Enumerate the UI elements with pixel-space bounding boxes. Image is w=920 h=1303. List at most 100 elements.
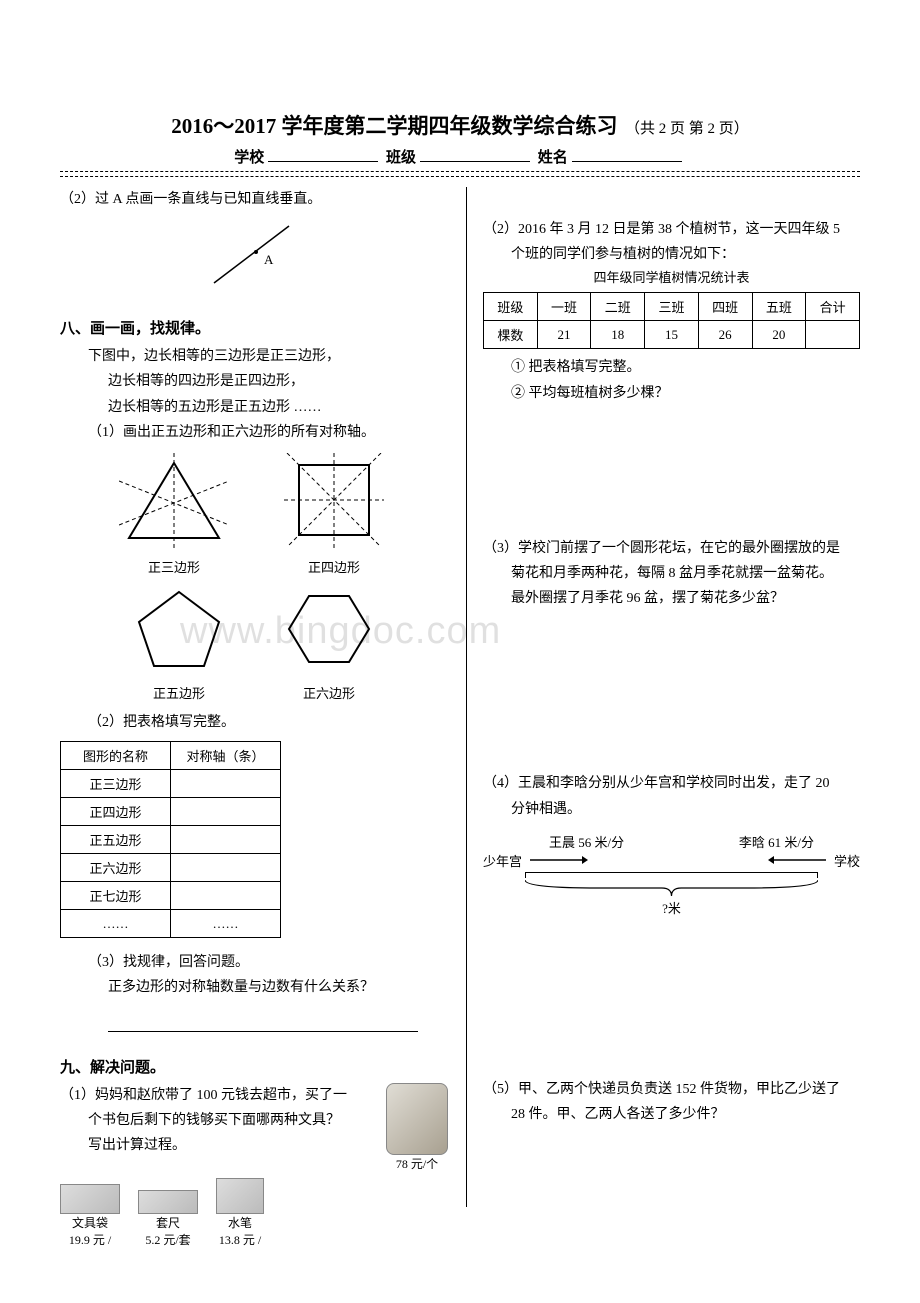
q2-l2: 个班的同学们参与植树的情况如下： <box>483 242 860 267</box>
table-row: 正五边形 <box>61 826 281 854</box>
tbl-h1: 图形的名称 <box>61 742 171 770</box>
table-row: 图形的名称 对称轴（条） <box>61 742 281 770</box>
q5-l1: （5）甲、乙两个快递员负责送 152 件货物，甲比乙少送了 <box>483 1077 860 1102</box>
prod3-name: 水笔 <box>216 1214 264 1231</box>
pt-r1: 21 <box>537 321 591 349</box>
hex-label: 正六边形 <box>279 683 379 702</box>
school-label: 学校 <box>234 150 264 166</box>
q5-l2: 28 件。甲、乙两人各送了多少件？ <box>483 1102 860 1127</box>
product-2: 套尺 5.2 元/套 <box>138 1190 198 1248</box>
pt-r3: 15 <box>645 321 699 349</box>
backpack-price: 78 元/个 <box>386 1155 448 1172</box>
prod1-price: 19.9 元 / <box>60 1231 120 1248</box>
q9-1-l2: 个书包后剩下的钱够买下面哪两种文具？ <box>60 1108 380 1133</box>
column-divider <box>466 187 467 1207</box>
q8-3: （3）找规律，回答问题。 <box>60 950 448 975</box>
pt-r0: 棵数 <box>484 321 538 349</box>
pentagon-svg <box>129 584 229 674</box>
q8-3-sub: 正多边形的对称轴数量与边数有什么关系？ <box>60 975 448 1000</box>
table-row: 班级 一班 二班 三班 四班 五班 合计 <box>484 293 860 321</box>
class-label: 班级 <box>386 150 416 166</box>
prod2-price: 5.2 元/套 <box>138 1231 198 1248</box>
columns: （2）过 A 点画一条直线与已知直线垂直。 A 八、画一画，找规律。 下图中，边… <box>60 187 860 1248</box>
product-3: 水笔 13.8 元 / <box>216 1178 264 1248</box>
ruler-set-icon <box>138 1190 198 1214</box>
line-figure: A <box>60 218 448 303</box>
pt-r6[interactable] <box>806 321 860 349</box>
q8-1: （1）画出正五边形和正六边形的所有对称轴。 <box>60 420 448 445</box>
q3-l2: 菊花和月季两种花，每隔 8 盆月季花就摆一盆菊花。 <box>483 561 860 586</box>
shape-hexagon: 正六边形 <box>279 584 379 702</box>
pt-h0: 班级 <box>484 293 538 321</box>
sub-title: （共 2 页 第 2 页） <box>625 121 749 137</box>
col-right: （2）2016 年 3 月 12 日是第 38 个植树节，这一天四年级 5 个班… <box>473 187 860 1248</box>
dash-line-2 <box>60 176 860 177</box>
main-title: 2016～2017 学年度第二学期四年级数学综合练习 <box>171 114 617 138</box>
q2-sub2: ② 平均每班植树多少棵？ <box>483 381 860 406</box>
tbl-r2: 正四边形 <box>61 798 171 826</box>
q7-2: （2）过 A 点画一条直线与已知直线垂直。 <box>60 187 448 212</box>
q2-l1: （2）2016 年 3 月 12 日是第 38 个植树节，这一天四年级 5 <box>483 217 860 242</box>
q3-l1: （3）学校门前摆了一个圆形花坛，在它的最外圈摆放的是 <box>483 536 860 561</box>
pt-r5: 20 <box>752 321 806 349</box>
symmetry-table: 图形的名称 对称轴（条） 正三边形 正四边形 正五边形 正六边形 正七边形 ……… <box>60 741 281 938</box>
tbl-r3: 正五边形 <box>61 826 171 854</box>
name-blank[interactable] <box>572 146 682 162</box>
info-row: 学校 班级 姓名 <box>60 146 860 167</box>
title-row: 2016～2017 学年度第二学期四年级数学综合练习 （共 2 页 第 2 页） <box>60 110 860 140</box>
q2-sub1: ① 把表格填写完整。 <box>483 355 860 380</box>
product-1: 文具袋 19.9 元 / <box>60 1184 120 1248</box>
shape-square: 正四边形 <box>279 453 389 576</box>
perpendicular-svg: A <box>194 218 314 298</box>
pt-h3: 三班 <box>645 293 699 321</box>
q4-l2: 分钟相遇。 <box>483 797 860 822</box>
tbl-blank[interactable] <box>171 826 281 854</box>
arrow-right-icon <box>528 853 588 867</box>
answer-line[interactable] <box>108 1031 418 1032</box>
pt-h4: 四班 <box>698 293 752 321</box>
wang-speed: 王晨 56 米/分 <box>549 832 624 851</box>
triangle-svg <box>119 453 229 548</box>
q8-2: （2）把表格填写完整。 <box>60 710 448 735</box>
tbl-blank[interactable] <box>171 770 281 798</box>
pen-icon <box>216 1178 264 1214</box>
school-blank[interactable] <box>268 146 378 162</box>
tbl-blank[interactable] <box>171 798 281 826</box>
school-label: 学校 <box>834 851 860 870</box>
pencil-case-icon <box>60 1184 120 1214</box>
plant-title: 四年级同学植树情况统计表 <box>483 267 860 286</box>
prod3-price: 13.8 元 / <box>216 1231 264 1248</box>
tbl-blank[interactable] <box>171 854 281 882</box>
q3-l3: 最外圈摆了月季花 96 盆，摆了菊花多少盆？ <box>483 586 860 611</box>
backpack-icon <box>386 1083 448 1155</box>
pt-h6: 合计 <box>806 293 860 321</box>
dash-line-1 <box>60 171 860 172</box>
tbl-r4: 正六边形 <box>61 854 171 882</box>
table-row: 正四边形 <box>61 798 281 826</box>
tri-label: 正三边形 <box>119 557 229 576</box>
pt-r4: 26 <box>698 321 752 349</box>
shape-row-1: 正三边形 正四边形 <box>60 453 448 576</box>
tbl-blank[interactable] <box>171 882 281 910</box>
youth-palace: 少年宫 <box>483 851 522 870</box>
pt-h1: 一班 <box>537 293 591 321</box>
sec9-title: 九、解决问题。 <box>60 1056 448 1077</box>
shape-pentagon: 正五边形 <box>129 584 229 702</box>
product-row: 文具袋 19.9 元 / 套尺 5.2 元/套 水笔 13.8 元 / <box>60 1178 448 1248</box>
prod2-name: 套尺 <box>138 1214 198 1231</box>
hexagon-svg <box>279 584 379 674</box>
tbl-r1: 正三边形 <box>61 770 171 798</box>
table-row: 正七边形 <box>61 882 281 910</box>
pt-h2: 二班 <box>591 293 645 321</box>
tbl-h2: 对称轴（条） <box>171 742 281 770</box>
li-speed: 李晗 61 米/分 <box>739 832 814 851</box>
brace-icon <box>525 878 818 898</box>
col-left: （2）过 A 点画一条直线与已知直线垂直。 A 八、画一画，找规律。 下图中，边… <box>60 187 460 1248</box>
q4-question: ?米 <box>483 898 860 917</box>
prod1-name: 文具袋 <box>60 1214 120 1231</box>
class-blank[interactable] <box>420 146 530 162</box>
table-row: 棵数 21 18 15 26 20 <box>484 321 860 349</box>
pent-label: 正五边形 <box>129 683 229 702</box>
tbl-r5: 正七边形 <box>61 882 171 910</box>
name-label: 姓名 <box>538 150 568 166</box>
